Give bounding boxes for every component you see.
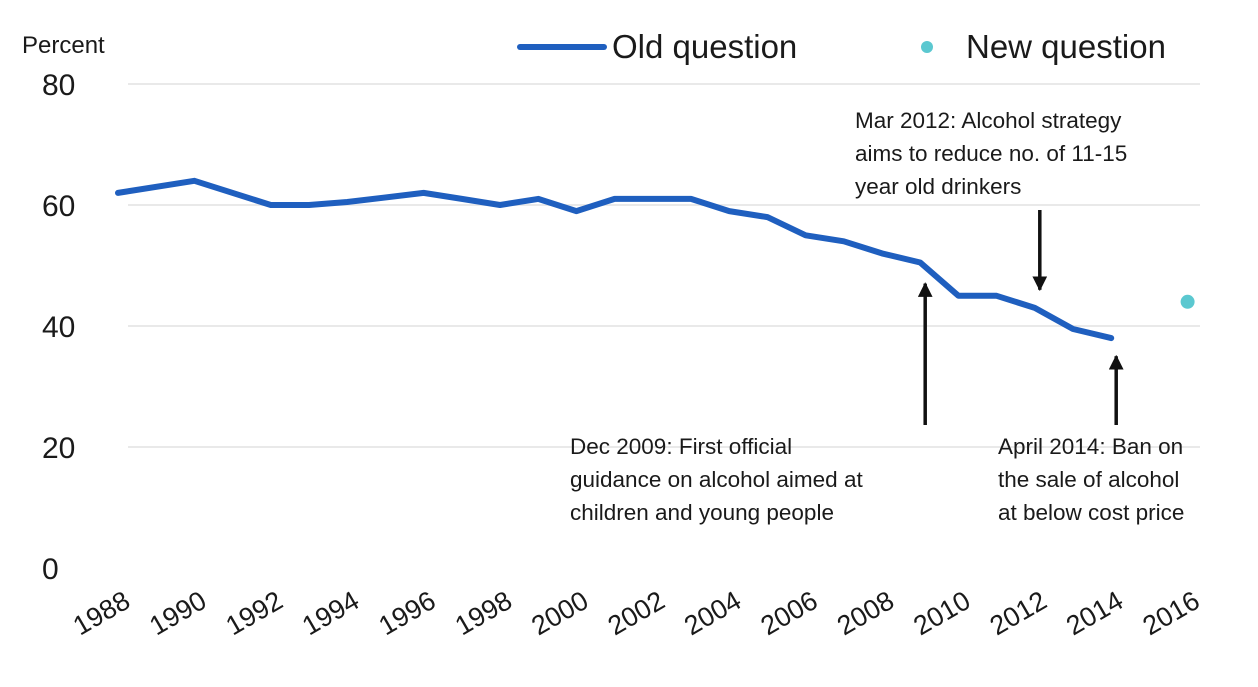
annotation-text-dec-2009: guidance on alcohol aimed at (570, 467, 863, 492)
legend-new-question-swatch (921, 41, 933, 53)
series-new-question-point (1180, 294, 1195, 309)
annotation-text-mar-2012: year old drinkers (855, 174, 1021, 199)
y-axis-label: Percent (22, 32, 105, 59)
x-tick-1996: 1996 (374, 585, 441, 641)
annotation-text-mar-2012: Mar 2012: Alcohol strategy (855, 108, 1122, 133)
annotation-text-apr-2014: the sale of alcohol (998, 467, 1179, 492)
annotation-text-apr-2014: April 2014: Ban on (998, 434, 1183, 459)
annotation-text-mar-2012: aims to reduce no. of 11-15 (855, 141, 1127, 166)
annotation-text-dec-2009: children and young people (570, 500, 834, 525)
x-tick-2010: 2010 (908, 585, 975, 641)
x-tick-2002: 2002 (603, 585, 670, 641)
x-tick-2014: 2014 (1061, 585, 1128, 641)
y-tick-20: 20 (42, 432, 75, 465)
x-tick-1992: 1992 (221, 585, 288, 641)
x-axis-ticks: 1988 1990 1992 1994 1996 1998 2000 2002 2004 2006… (68, 585, 1205, 641)
y-tick-40: 40 (42, 311, 75, 344)
legend-new-question-label: New question (966, 28, 1166, 65)
annotation-layer: Dec 2009: First official guidance on alco… (570, 108, 1184, 525)
y-tick-0: 0 (42, 553, 59, 586)
x-tick-1988: 1988 (68, 585, 135, 641)
series-layer (115, 177, 1195, 342)
x-tick-2006: 2006 (756, 585, 823, 641)
x-tick-1998: 1998 (450, 585, 517, 641)
legend-old-question-label: Old question (612, 28, 797, 65)
series-old-question-line (115, 177, 1115, 342)
annotation-text-dec-2009: Dec 2009: First official (570, 434, 792, 459)
annotation-text-apr-2014: at below cost price (998, 500, 1184, 525)
legend: Old question New question (517, 28, 1166, 65)
x-tick-2008: 2008 (832, 585, 899, 641)
y-tick-60: 60 (42, 190, 75, 223)
x-tick-1990: 1990 (144, 585, 211, 641)
x-tick-1994: 1994 (297, 585, 364, 641)
x-tick-2004: 2004 (679, 585, 746, 641)
x-tick-2012: 2012 (985, 585, 1052, 641)
y-tick-80: 80 (42, 69, 75, 102)
x-tick-2000: 2000 (526, 585, 593, 641)
x-tick-2016: 2016 (1138, 585, 1205, 641)
y-axis-ticks: 0 20 40 60 80 (42, 69, 75, 586)
